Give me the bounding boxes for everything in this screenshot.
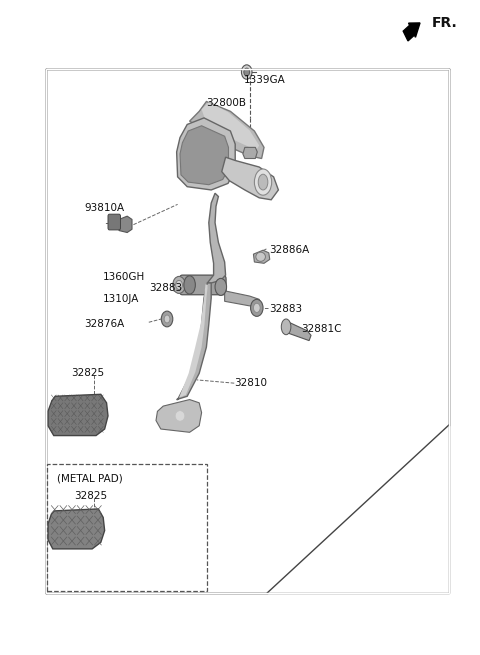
Text: 32825: 32825 [74, 491, 108, 502]
Ellipse shape [175, 411, 185, 421]
Bar [47, 464, 207, 591]
Text: 32886A: 32886A [269, 245, 309, 255]
Ellipse shape [254, 169, 272, 195]
Polygon shape [190, 102, 264, 159]
Text: 1310JA: 1310JA [103, 294, 140, 305]
Ellipse shape [215, 278, 227, 295]
Ellipse shape [253, 303, 260, 312]
Ellipse shape [244, 68, 250, 76]
Text: 32883: 32883 [149, 283, 182, 293]
Text: 32810: 32810 [234, 378, 267, 388]
Polygon shape [202, 102, 259, 149]
Polygon shape [253, 250, 270, 263]
Text: 32876A: 32876A [84, 319, 124, 329]
FancyArrow shape [403, 23, 420, 41]
Text: 32881C: 32881C [301, 324, 341, 334]
Ellipse shape [164, 315, 170, 323]
Ellipse shape [176, 280, 182, 290]
Polygon shape [48, 509, 105, 549]
Polygon shape [222, 157, 278, 200]
Polygon shape [283, 321, 311, 341]
Polygon shape [177, 118, 235, 190]
Polygon shape [177, 283, 211, 400]
Ellipse shape [241, 65, 252, 79]
Ellipse shape [161, 311, 173, 327]
Ellipse shape [256, 252, 265, 261]
Bar [46, 69, 449, 593]
Polygon shape [243, 147, 257, 159]
Text: (METAL PAD): (METAL PAD) [57, 473, 122, 483]
Polygon shape [180, 126, 228, 185]
Polygon shape [225, 291, 260, 306]
FancyBboxPatch shape [108, 214, 120, 230]
Polygon shape [48, 394, 108, 436]
Text: 32883: 32883 [269, 304, 302, 314]
Polygon shape [156, 400, 202, 432]
Polygon shape [179, 284, 208, 398]
Ellipse shape [251, 299, 263, 316]
Text: 32800B: 32800B [206, 98, 246, 109]
Text: 1339GA: 1339GA [244, 75, 286, 85]
Polygon shape [207, 193, 226, 283]
Polygon shape [119, 216, 132, 233]
Ellipse shape [281, 319, 291, 335]
Text: FR.: FR. [432, 16, 458, 30]
Ellipse shape [184, 276, 195, 294]
FancyBboxPatch shape [180, 275, 226, 295]
Text: 93810A: 93810A [84, 203, 124, 214]
Ellipse shape [173, 276, 185, 293]
Text: 1360GH: 1360GH [103, 272, 145, 282]
Bar [46, 69, 449, 593]
Ellipse shape [258, 174, 268, 190]
Text: 32825: 32825 [71, 368, 104, 379]
